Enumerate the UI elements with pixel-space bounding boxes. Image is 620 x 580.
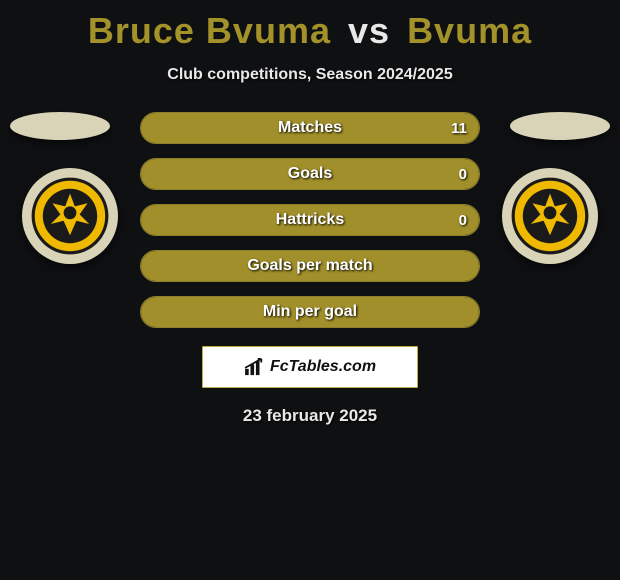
comparison-title: Bruce Bvuma vs Bvuma <box>0 0 620 52</box>
brand-label: FcTables.com <box>270 358 376 376</box>
stat-bar: Goals per match <box>140 250 480 282</box>
comparison-stage: 11Matches 0Goals 0Hattricks Goals per match… <box>0 112 620 328</box>
bars-icon <box>244 358 266 376</box>
competition-subtitle: Club competitions, Season 2024/2025 <box>0 66 620 84</box>
stat-label: Matches <box>141 113 479 143</box>
snapshot-date: 23 february 2025 <box>0 406 620 426</box>
club-badge-right <box>502 168 598 264</box>
stat-label: Hattricks <box>141 205 479 235</box>
stat-bar: 11Matches <box>140 112 480 144</box>
kaizer-chiefs-icon <box>510 176 590 256</box>
kaizer-chiefs-icon <box>30 176 110 256</box>
player2-name: Bvuma <box>407 10 532 51</box>
player1-photo-placeholder <box>10 112 110 140</box>
player1-name: Bruce Bvuma <box>88 10 331 51</box>
club-badge-left <box>22 168 118 264</box>
stat-bars: 11Matches 0Goals 0Hattricks Goals per match… <box>140 112 480 328</box>
stat-label: Goals per match <box>141 251 479 281</box>
player2-photo-placeholder <box>510 112 610 140</box>
vs-label: vs <box>348 10 390 51</box>
brand-card: FcTables.com <box>202 346 418 388</box>
stat-label: Goals <box>141 159 479 189</box>
stat-bar: Min per goal <box>140 296 480 328</box>
stat-bar: 0Goals <box>140 158 480 190</box>
stat-bar: 0Hattricks <box>140 204 480 236</box>
stat-label: Min per goal <box>141 297 479 327</box>
